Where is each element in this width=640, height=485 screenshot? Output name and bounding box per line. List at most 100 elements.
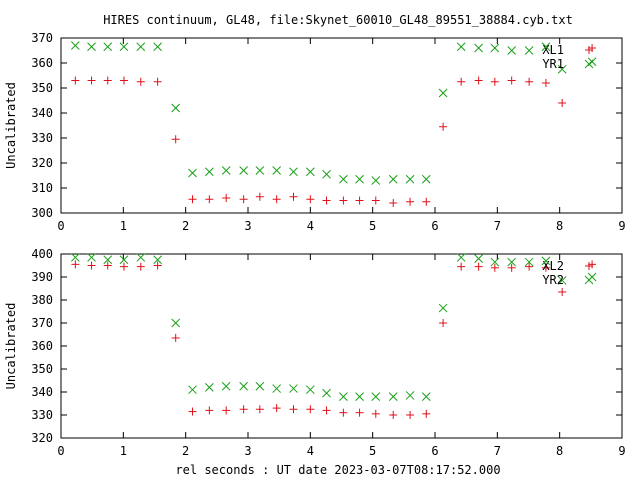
chart-panels: 0 1 2 3 4 5 6 7 8 9300310320330340350360370Uncali… (4, 31, 626, 458)
data-point (136, 77, 145, 86)
data-point (306, 195, 315, 204)
data-point (239, 166, 248, 175)
cross-marker-stroke (421, 392, 431, 401)
cross-marker-stroke (322, 169, 331, 179)
data-point (474, 43, 483, 53)
data-point (119, 42, 129, 52)
cross-marker-stroke (322, 388, 331, 398)
x-tick-label: 8 (556, 444, 563, 458)
x-axis-label: rel seconds : UT date 2023-03-07T08:17:5… (175, 463, 500, 477)
cross-marker-stroke (456, 42, 466, 52)
data-point (205, 406, 214, 415)
x-tick-label: 9 (618, 219, 625, 233)
data-point (438, 88, 448, 98)
y-tick-label: 370 (31, 31, 53, 45)
y-tick-label: 350 (31, 81, 53, 95)
y-tick-label: 330 (31, 131, 53, 145)
data-point (558, 287, 567, 296)
cross-marker-stroke (339, 174, 348, 184)
data-point (222, 406, 231, 415)
data-point (507, 76, 516, 85)
data-point (188, 407, 197, 416)
data-point (255, 166, 265, 175)
cross-marker-stroke (70, 41, 80, 50)
cross-marker-stroke (388, 174, 398, 184)
y-tick-label: 320 (31, 156, 53, 170)
cross-marker-stroke (541, 256, 551, 266)
cross-marker-stroke (103, 42, 113, 52)
data-point (171, 333, 180, 342)
data-point (355, 174, 364, 184)
cross-marker-stroke (355, 174, 364, 184)
x-tick-label: 3 (244, 219, 251, 233)
x-tick-label: 1 (120, 444, 127, 458)
data-point (71, 260, 80, 269)
data-point (525, 77, 534, 86)
x-tick-label: 8 (556, 219, 563, 233)
legend-label: YR1 (542, 57, 564, 71)
data-point (153, 261, 162, 270)
data-point (272, 384, 282, 393)
cross-marker-stroke (524, 257, 534, 267)
cross-marker-stroke (524, 46, 534, 55)
data-point (204, 383, 214, 392)
data-point (87, 253, 96, 262)
data-point (422, 409, 431, 418)
x-tick-label: 3 (244, 444, 251, 458)
data-point (422, 197, 431, 206)
chart-title: HIRES continuum, GL48, file:Skynet_60010… (103, 13, 573, 27)
y-axis-label: Uncalibrated (4, 82, 18, 169)
data-point (421, 174, 431, 184)
data-point (103, 42, 113, 52)
data-point (406, 411, 415, 419)
data-point (339, 174, 348, 184)
y-tick-label: 330 (31, 408, 53, 422)
series-xl2 (71, 260, 597, 419)
data-point (289, 384, 298, 393)
data-point (438, 303, 448, 313)
legend-marker (584, 275, 594, 285)
data-point (119, 255, 129, 265)
data-point (171, 135, 180, 144)
data-point (87, 76, 96, 85)
data-point (421, 392, 431, 401)
data-point (70, 41, 80, 50)
data-point (70, 253, 80, 262)
x-tick-label: 6 (431, 444, 438, 458)
cross-marker-stroke (171, 318, 181, 328)
y-tick-label: 390 (31, 270, 53, 284)
data-point (490, 257, 500, 267)
cross-marker-stroke (438, 88, 448, 98)
data-point (355, 392, 364, 401)
cross-marker-stroke (355, 392, 364, 401)
data-point (507, 257, 517, 267)
data-point (525, 262, 534, 271)
data-point (322, 388, 331, 398)
cross-marker-stroke (221, 166, 231, 175)
x-tick-label: 4 (307, 444, 314, 458)
y-tick-label: 350 (31, 362, 53, 376)
data-point (405, 391, 415, 400)
data-point (439, 319, 448, 327)
cross-marker-stroke (438, 303, 448, 313)
data-point (456, 42, 466, 52)
data-point (272, 166, 282, 175)
y-tick-label: 340 (31, 106, 53, 120)
data-point (289, 192, 298, 201)
data-point (305, 167, 315, 177)
data-point (272, 195, 281, 204)
data-point (239, 405, 248, 414)
data-point (322, 169, 331, 179)
cross-marker-stroke (405, 174, 415, 184)
data-point (339, 196, 348, 205)
data-point (507, 263, 516, 272)
data-point (389, 199, 398, 207)
data-point (558, 99, 567, 107)
data-point (205, 195, 214, 204)
data-point (371, 392, 381, 401)
cross-marker-stroke (153, 255, 162, 265)
data-point (371, 176, 381, 185)
cross-marker-stroke (305, 385, 315, 395)
